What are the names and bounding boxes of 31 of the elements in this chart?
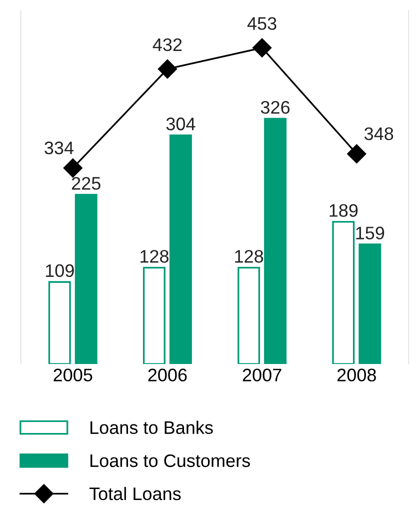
data-label: 348 [364, 127, 394, 140]
point [63, 158, 82, 178]
data-label: 334 [44, 142, 74, 154]
data-label: 326 [260, 100, 290, 114]
data-label: 189 [330, 204, 358, 217]
legend-label: Loans to Customers [90, 454, 250, 468]
data-label: 225 [72, 176, 100, 190]
data-label: 128 [140, 250, 168, 263]
data-label: 453 [247, 17, 276, 30]
bar [264, 118, 287, 364]
x-tick-label: 2007 [242, 368, 282, 382]
data-label: 304 [166, 118, 196, 130]
bar [358, 244, 382, 364]
point [347, 144, 366, 164]
point [252, 38, 272, 58]
legend-label: Loans to Banks [90, 420, 213, 434]
bar [332, 220, 355, 364]
bar [142, 266, 166, 364]
bar [169, 134, 192, 364]
bar [48, 281, 71, 364]
bar [74, 194, 98, 364]
x-tick-label: 2006 [148, 368, 187, 382]
legend-label: Total Loans [89, 486, 181, 500]
x-tick-label: 2005 [54, 368, 92, 382]
point [158, 59, 177, 79]
x-tick-label: 2008 [337, 368, 376, 382]
data-label: 109 [46, 264, 74, 278]
bar [238, 266, 260, 364]
data-label: 159 [356, 226, 384, 240]
data-label: 128 [235, 250, 264, 263]
data-label: 432 [152, 38, 182, 52]
